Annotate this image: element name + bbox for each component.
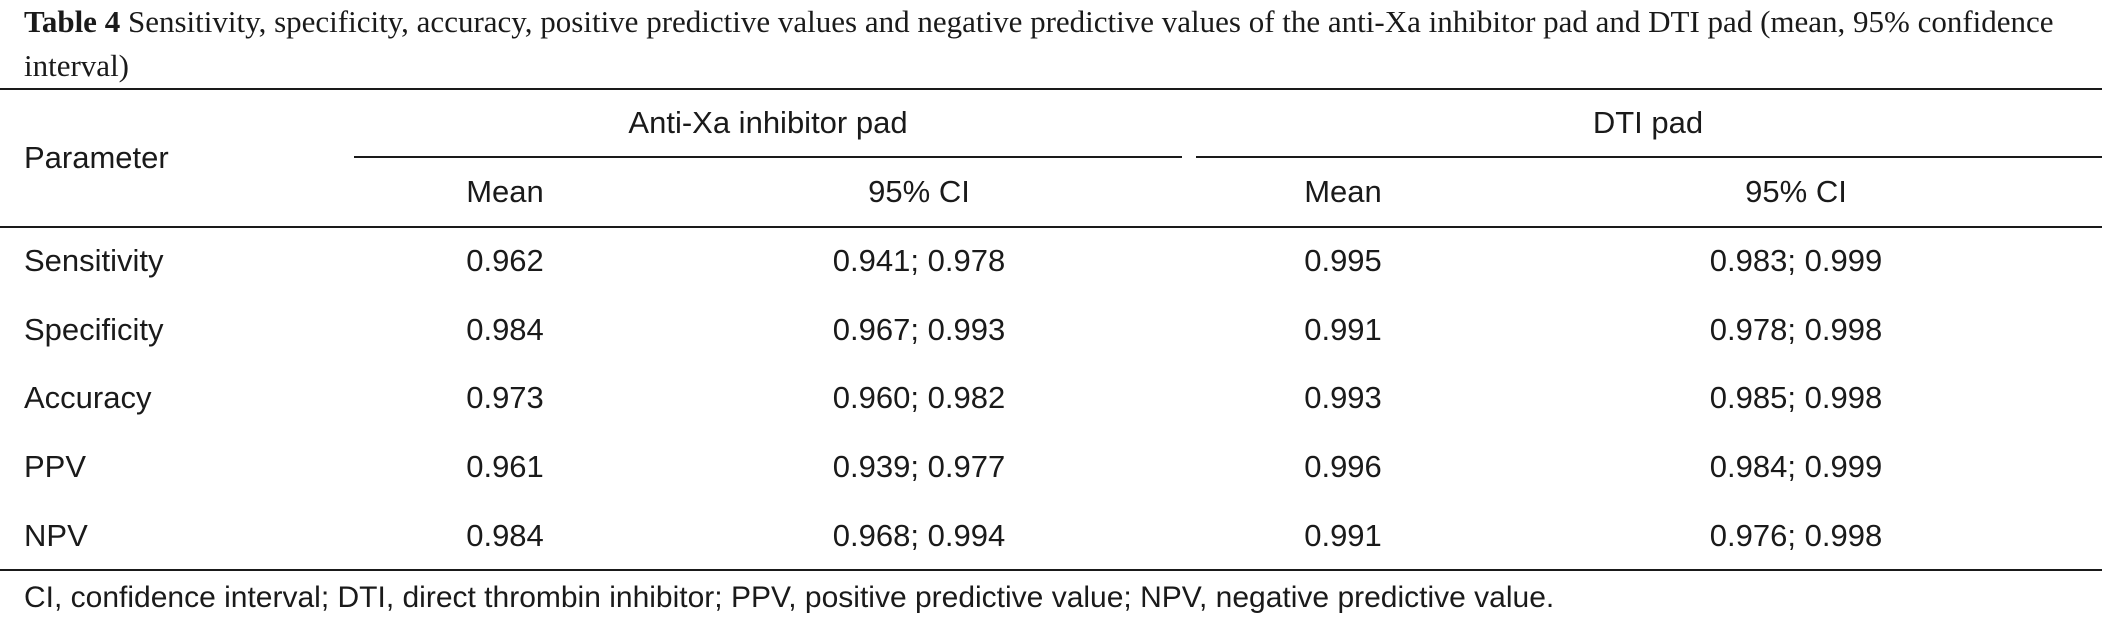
table-caption-text: Sensitivity, specificity, accuracy, posi… <box>24 4 2054 83</box>
row-specificity-param: Specificity <box>24 312 164 347</box>
row-ppv-b-mean: 0.996 <box>1304 449 1382 484</box>
row-specificity-b-ci: 0.978; 0.998 <box>1709 312 1883 347</box>
row-ppv-b-ci: 0.984; 0.999 <box>1709 449 1883 484</box>
row-sensitivity-a-ci: 0.941; 0.978 <box>832 243 1006 278</box>
table-top-rule <box>0 88 2102 90</box>
row-npv-b-mean: 0.991 <box>1304 518 1382 553</box>
group-header-anti-xa: Anti-Xa inhibitor pad <box>628 105 908 140</box>
row-ppv-param: PPV <box>24 449 87 484</box>
row-accuracy-param: Accuracy <box>24 380 152 415</box>
col-header-anti-xa-ci: 95% CI <box>868 174 970 209</box>
table-caption-label: Table 4 <box>24 4 121 39</box>
col-header-dti-ci: 95% CI <box>1745 174 1847 209</box>
row-specificity-b-mean: 0.991 <box>1304 312 1382 347</box>
table-header-rule <box>0 226 2102 228</box>
row-accuracy-b-mean: 0.993 <box>1304 380 1382 415</box>
table-footnote: CI, confidence interval; DTI, direct thr… <box>24 581 1555 614</box>
row-accuracy-a-ci: 0.960; 0.982 <box>832 380 1006 415</box>
row-npv-param: NPV <box>24 518 88 553</box>
row-specificity-a-ci: 0.967; 0.993 <box>832 312 1006 347</box>
row-sensitivity-param: Sensitivity <box>24 243 164 278</box>
row-npv-b-ci: 0.976; 0.998 <box>1709 518 1883 553</box>
group-underline-anti-xa <box>354 156 1182 158</box>
row-accuracy-b-ci: 0.985; 0.998 <box>1709 380 1883 415</box>
row-npv-a-ci: 0.968; 0.994 <box>832 518 1006 553</box>
group-header-dti: DTI pad <box>1592 105 1704 140</box>
row-specificity-a-mean: 0.984 <box>466 312 544 347</box>
row-sensitivity-a-mean: 0.962 <box>466 243 544 278</box>
row-header-label: Parameter <box>24 140 169 175</box>
table-bottom-rule <box>0 569 2102 571</box>
row-accuracy-a-mean: 0.973 <box>466 380 544 415</box>
row-npv-a-mean: 0.984 <box>466 518 544 553</box>
row-sensitivity-b-ci: 0.983; 0.999 <box>1709 243 1883 278</box>
group-underline-dti <box>1196 156 2102 158</box>
row-ppv-a-ci: 0.939; 0.977 <box>832 449 1006 484</box>
row-sensitivity-b-mean: 0.995 <box>1304 243 1382 278</box>
col-header-dti-mean: Mean <box>1304 174 1382 209</box>
col-header-anti-xa-mean: Mean <box>466 174 544 209</box>
table-caption: Table 4 Sensitivity, specificity, accura… <box>24 0 2084 88</box>
row-ppv-a-mean: 0.961 <box>466 449 544 484</box>
